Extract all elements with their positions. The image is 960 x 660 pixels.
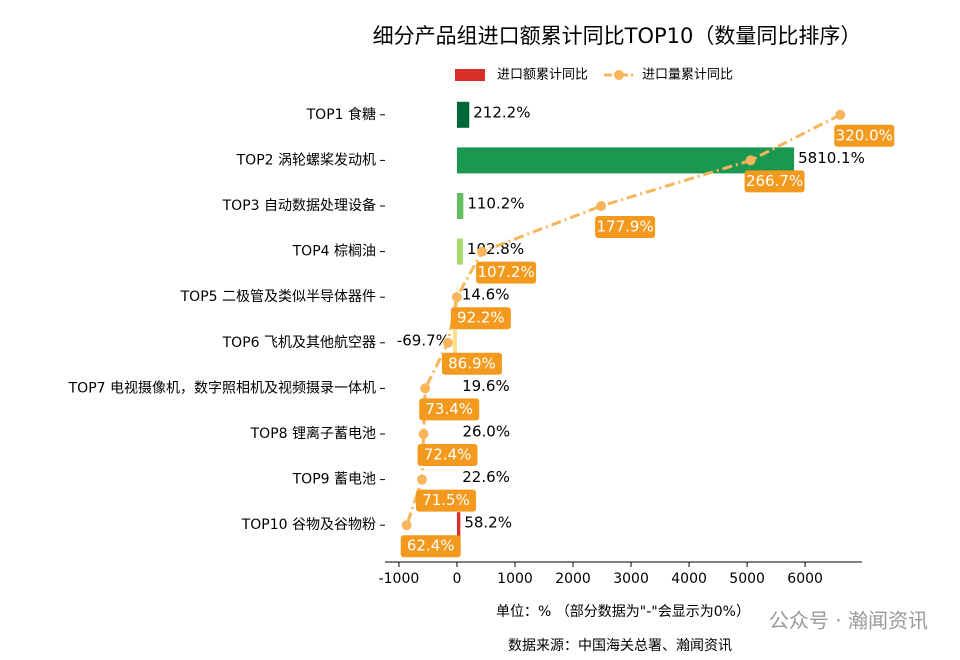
bar-value-label: 22.6% bbox=[462, 468, 510, 486]
bar bbox=[452, 329, 457, 356]
bar-value-label: 14.6% bbox=[462, 286, 510, 304]
y-tick-label: TOP5 二极管及类似半导体器件 bbox=[180, 289, 376, 305]
y-tick-label: TOP4 棕榈油 bbox=[292, 244, 376, 260]
value-label-box bbox=[450, 307, 511, 330]
legend-label: 进口量累计同比 bbox=[642, 68, 733, 83]
x-tick-label: 1000 bbox=[497, 571, 533, 587]
bar-value-label: 26.0% bbox=[462, 423, 510, 441]
x-tick-label: 6000 bbox=[787, 571, 823, 587]
legend-label: 进口额累计同比 bbox=[497, 68, 588, 83]
bar bbox=[456, 421, 459, 447]
line-marker bbox=[745, 155, 756, 166]
legend-swatch bbox=[455, 69, 485, 81]
y-tick-label: TOP8 锂离子蓄电池 bbox=[250, 425, 376, 442]
bar-value-label: -69.7% bbox=[397, 331, 450, 349]
bar-value-label: 212.2% bbox=[473, 103, 530, 121]
x-tick-label: 2000 bbox=[555, 571, 591, 587]
x-tick-label: 3000 bbox=[613, 571, 649, 587]
bar-value-label: 58.2% bbox=[464, 514, 512, 532]
y-tick-label: TOP3 自动数据处理设备 bbox=[222, 197, 376, 214]
value-label-box bbox=[476, 261, 537, 284]
line-value-label: 86.9% bbox=[448, 354, 496, 372]
y-tick-label: TOP7 电视摄像机，数字照相机及视频摄录一体机 bbox=[68, 380, 376, 396]
line-value-label: 62.4% bbox=[407, 537, 455, 555]
bar bbox=[456, 193, 464, 219]
line-value-label: 266.7% bbox=[746, 172, 803, 190]
y-tick-label: TOP10 谷物及谷物粉 bbox=[241, 517, 376, 533]
legend-marker bbox=[614, 70, 624, 80]
value-label-box bbox=[744, 170, 805, 193]
bar bbox=[456, 466, 459, 493]
value-label-box bbox=[441, 352, 502, 375]
bar bbox=[456, 512, 461, 539]
x-tick-label: -1000 bbox=[379, 571, 420, 587]
value-label-box bbox=[834, 124, 895, 147]
y-tick-label: TOP9 蓄电池 bbox=[292, 472, 376, 488]
line-value-label: 107.2% bbox=[478, 263, 535, 281]
x-tick-label: 4000 bbox=[671, 571, 707, 587]
y-tick-label: TOP1 食糖 bbox=[306, 106, 376, 123]
source-note: 数据来源：中国海关总署、瀚闻资讯 bbox=[508, 638, 732, 654]
line-value-label: 71.5% bbox=[422, 491, 470, 509]
bar bbox=[456, 147, 795, 174]
line-marker bbox=[596, 201, 607, 211]
value-label-box bbox=[417, 444, 478, 466]
value-label-box bbox=[419, 398, 480, 421]
y-tick-label: TOP2 涡轮螺桨发动机 bbox=[236, 151, 376, 168]
line-marker bbox=[418, 429, 429, 439]
line-value-label: 92.2% bbox=[457, 309, 505, 327]
line-marker bbox=[477, 246, 488, 257]
bar-value-label: 5810.1% bbox=[798, 149, 865, 167]
x-tick-label: 0 bbox=[452, 571, 461, 587]
bar bbox=[456, 238, 463, 265]
line-marker bbox=[835, 109, 846, 120]
bar bbox=[456, 375, 459, 402]
line-marker bbox=[451, 292, 462, 303]
bar-value-label: 19.6% bbox=[462, 377, 510, 395]
line-marker bbox=[420, 383, 431, 394]
line-marker bbox=[401, 520, 412, 531]
line-value-label: 177.9% bbox=[597, 218, 654, 236]
line-marker bbox=[442, 337, 453, 348]
y-tick-label: TOP6 飞机及其他航空器 bbox=[222, 335, 376, 351]
line-marker bbox=[417, 474, 428, 485]
bar bbox=[456, 101, 470, 128]
line-value-label: 72.4% bbox=[424, 446, 472, 464]
value-label-box bbox=[400, 535, 461, 558]
x-tick-label: 5000 bbox=[729, 571, 765, 587]
line-value-label: 320.0% bbox=[836, 126, 893, 144]
bar-value-label: 102.8% bbox=[467, 240, 524, 258]
line-value-label: 73.4% bbox=[425, 400, 473, 418]
unit-note: 单位：% （部分数据为"-"会显示为0%） bbox=[496, 604, 750, 620]
value-label-box bbox=[595, 216, 656, 238]
chart-title: 细分产品组进口额累计同比TOP10（数量同比排序） bbox=[373, 24, 862, 48]
watermark: 公众号 · 瀚闻资讯 bbox=[769, 609, 928, 633]
value-label-box bbox=[416, 489, 477, 512]
bar-value-label: 110.2% bbox=[467, 195, 524, 213]
